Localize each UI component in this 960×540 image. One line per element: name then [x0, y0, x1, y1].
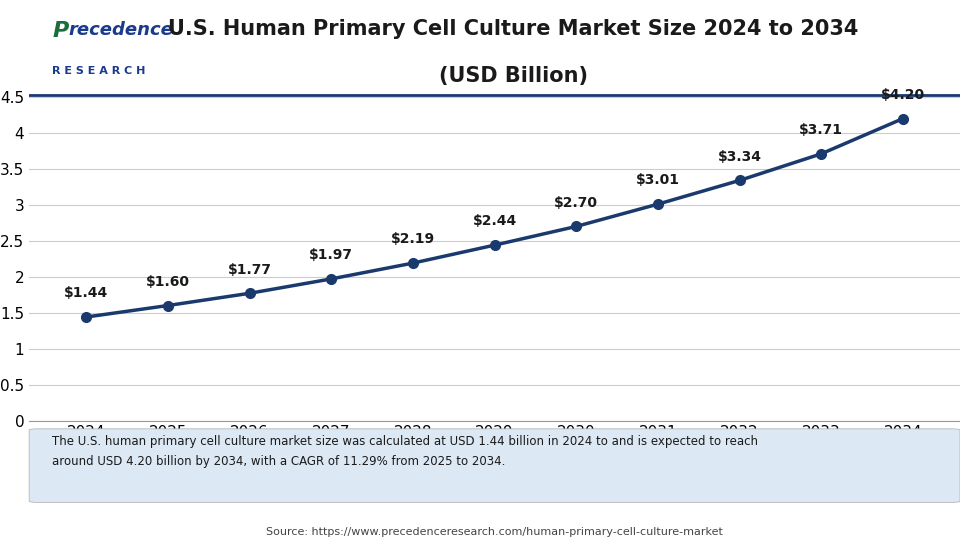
FancyBboxPatch shape — [29, 429, 960, 502]
Text: $3.01: $3.01 — [636, 173, 680, 187]
Text: P: P — [53, 22, 68, 42]
Text: $4.20: $4.20 — [880, 88, 924, 102]
Text: $2.19: $2.19 — [391, 232, 435, 246]
Text: Source: https://www.precedenceresearch.com/human-primary-cell-culture-market: Source: https://www.precedenceresearch.c… — [266, 527, 723, 537]
Text: $1.77: $1.77 — [228, 262, 272, 276]
Text: recedence: recedence — [68, 22, 173, 39]
Text: $3.71: $3.71 — [799, 123, 843, 137]
Text: $1.44: $1.44 — [64, 286, 108, 300]
Text: $2.70: $2.70 — [554, 196, 598, 210]
Text: U.S. Human Primary Cell Culture Market Size 2024 to 2034: U.S. Human Primary Cell Culture Market S… — [168, 19, 858, 39]
Text: The U.S. human primary cell culture market size was calculated at USD 1.44 billi: The U.S. human primary cell culture mark… — [53, 435, 758, 468]
Text: $1.97: $1.97 — [309, 248, 353, 262]
Text: (USD Billion): (USD Billion) — [439, 66, 588, 86]
Text: $1.60: $1.60 — [146, 275, 190, 289]
Text: $3.34: $3.34 — [717, 150, 761, 164]
Text: R E S E A R C H: R E S E A R C H — [53, 66, 146, 76]
Text: $2.44: $2.44 — [472, 214, 516, 228]
